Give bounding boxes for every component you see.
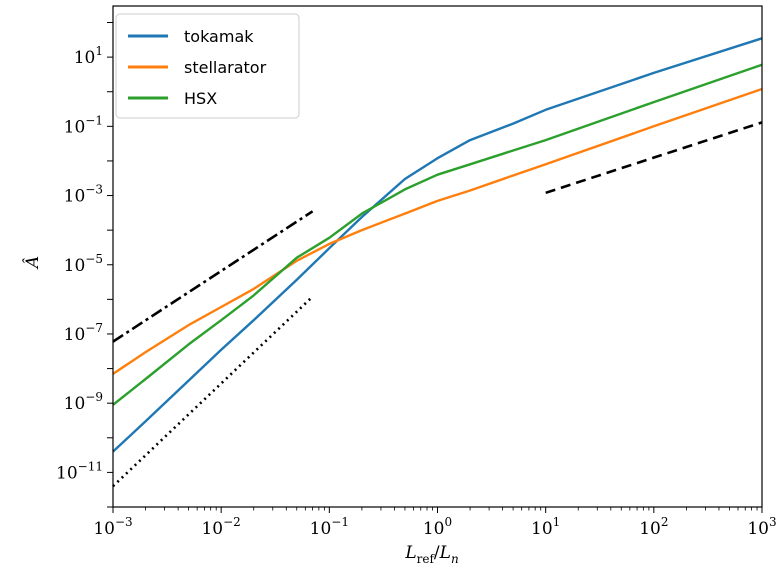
x-tick-label: 101 (531, 515, 560, 539)
y-tick-label: 10−5 (64, 252, 103, 276)
legend-label-stellarator: stellarator (184, 58, 267, 77)
series-lines (112, 37, 763, 488)
y-axis-label: Â (22, 256, 43, 270)
x-tick-label: 103 (747, 515, 776, 539)
y-tick-label: 101 (74, 44, 103, 68)
y-tick-label: 10−9 (64, 390, 103, 414)
series-line-tokamak (112, 37, 763, 453)
x-tick-labels: 10−3 10−2 10−1 100 101 102 103 (93, 515, 776, 539)
y-tick-label: 10−3 (64, 183, 103, 207)
series-line-reference-dashdot (112, 210, 314, 343)
x-tick-label: 10−3 (93, 515, 132, 539)
y-tick-label: 10−11 (56, 459, 103, 483)
y-tick-label: 10−1 (64, 113, 103, 137)
x-tick-label: 102 (639, 515, 668, 539)
series-line-reference-dashed (545, 121, 763, 195)
x-tick-label: 10−1 (310, 515, 349, 539)
plot-frame (112, 5, 763, 508)
series-line-hsx (112, 63, 763, 406)
series-line-reference-dotted (112, 295, 314, 488)
x-tick-label: 100 (423, 515, 452, 539)
y-tick-labels: 10−11 10−9 10−7 10−5 10−3 10−1 101 (56, 44, 103, 483)
legend-label-tokamak: tokamak (184, 27, 254, 46)
x-tick-label: 10−2 (201, 515, 240, 539)
legend-box (115, 13, 300, 119)
legend-label-hsx: HSX (184, 89, 217, 108)
legend: tokamak stellarator HSX (115, 13, 300, 119)
series-line-stellarator (112, 87, 763, 375)
y-tick-label: 10−7 (64, 321, 103, 345)
x-axis-label: Lref/Ln (404, 543, 458, 566)
